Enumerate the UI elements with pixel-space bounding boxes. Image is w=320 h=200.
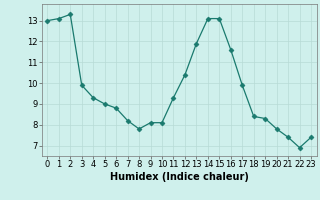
X-axis label: Humidex (Indice chaleur): Humidex (Indice chaleur) bbox=[110, 172, 249, 182]
